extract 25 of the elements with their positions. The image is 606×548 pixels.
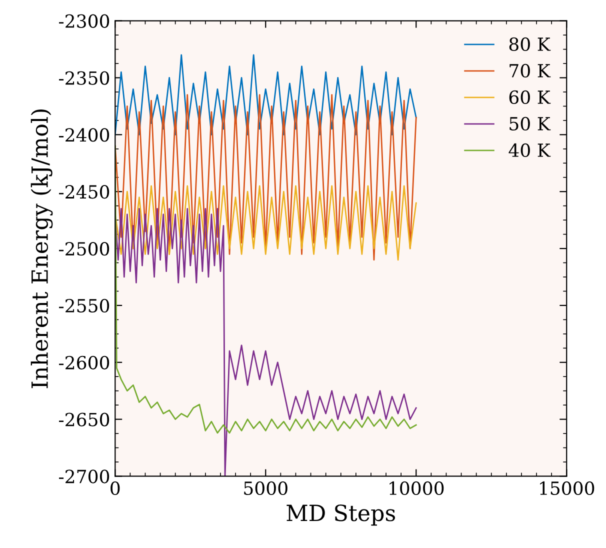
y-tick-label: -2600 [59,356,110,370]
line-series [115,94,417,261]
legend-label: 40 K [508,143,551,158]
y-tick-label: -2550 [59,298,110,313]
y-tick-label: -2400 [59,128,110,142]
x-tick-label: 5000 [244,481,288,496]
y-tick-label: -2500 [59,242,110,256]
y-tick-label: -2350 [59,71,110,85]
line-series [115,185,417,261]
y-axis-title: Inherent Energy (kJ/mol) [30,110,53,388]
x-tick-label: 0 [110,481,120,496]
legend-label: 60 K [509,90,551,104]
x-tick-label: 10000 [390,481,444,496]
line-series [115,54,417,136]
legend-label: 50 K [510,116,551,131]
y-tick-label: -2700 [59,470,110,484]
x-tick-label: 15000 [540,481,594,496]
y-tick-label: -2650 [59,412,110,426]
x-axis-title: MD Steps [286,504,396,526]
line-series [115,145,417,434]
legend-label: 70 K [510,64,551,78]
y-tick-label: -2450 [59,185,110,199]
y-tick-label: -2300 [59,14,110,28]
line-series [115,208,417,476]
legend-label: 80 K [509,37,551,52]
